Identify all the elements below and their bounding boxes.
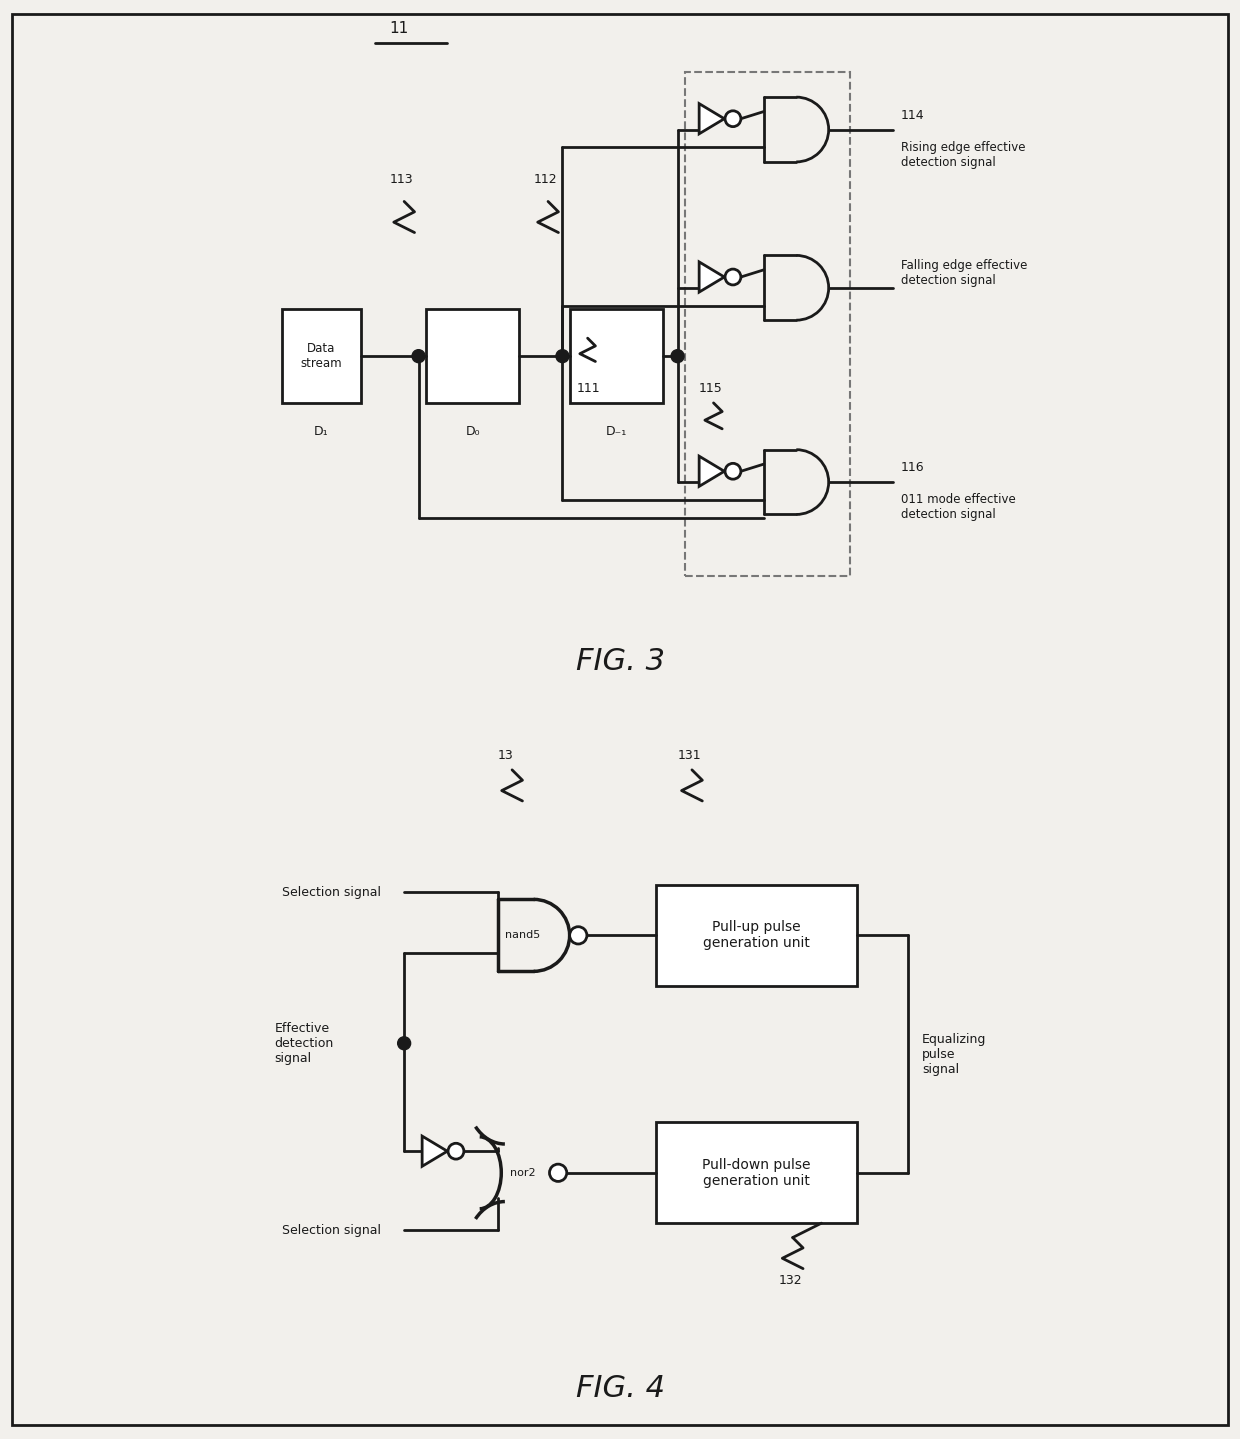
Circle shape	[556, 350, 569, 363]
Circle shape	[725, 463, 740, 479]
Text: Selection signal: Selection signal	[281, 885, 381, 899]
Polygon shape	[699, 262, 724, 292]
Text: D₀: D₀	[465, 425, 480, 439]
Text: 011 mode effective
detection signal: 011 mode effective detection signal	[900, 494, 1016, 521]
Text: 111: 111	[577, 381, 600, 396]
Text: nand5: nand5	[505, 931, 541, 940]
Text: Effective
detection
signal: Effective detection signal	[274, 1022, 334, 1065]
Circle shape	[549, 1164, 567, 1181]
Text: Data
stream: Data stream	[300, 342, 342, 370]
Polygon shape	[699, 456, 724, 486]
Circle shape	[671, 350, 684, 363]
Polygon shape	[699, 104, 724, 134]
Text: Pull-up pulse
generation unit: Pull-up pulse generation unit	[703, 921, 810, 950]
Text: Falling edge effective
detection signal: Falling edge effective detection signal	[900, 259, 1027, 288]
Circle shape	[569, 927, 587, 944]
Text: 112: 112	[533, 173, 557, 187]
Text: nor2: nor2	[510, 1168, 536, 1177]
Text: FIG. 4: FIG. 4	[575, 1374, 665, 1403]
Text: D₁: D₁	[314, 425, 329, 439]
Circle shape	[725, 269, 740, 285]
Text: 114: 114	[900, 108, 924, 122]
Circle shape	[412, 350, 425, 363]
Text: FIG. 3: FIG. 3	[575, 648, 665, 676]
Text: D₋₁: D₋₁	[606, 425, 627, 439]
Bar	[656, 885, 857, 986]
Bar	[684, 72, 851, 576]
Bar	[569, 309, 663, 403]
Bar	[281, 309, 361, 403]
Text: 11: 11	[389, 22, 409, 36]
Text: Equalizing
pulse
signal: Equalizing pulse signal	[923, 1033, 987, 1075]
Circle shape	[725, 111, 740, 127]
Text: Selection signal: Selection signal	[281, 1223, 381, 1238]
Polygon shape	[422, 1137, 448, 1166]
Circle shape	[398, 1036, 410, 1050]
Bar	[656, 1122, 857, 1223]
Text: Pull-down pulse
generation unit: Pull-down pulse generation unit	[702, 1158, 811, 1187]
Circle shape	[448, 1143, 464, 1160]
Text: 131: 131	[677, 748, 701, 763]
Text: Rising edge effective
detection signal: Rising edge effective detection signal	[900, 141, 1025, 168]
Text: 113: 113	[389, 173, 413, 187]
Text: 115: 115	[699, 381, 723, 396]
Text: 132: 132	[779, 1274, 802, 1288]
Text: 13: 13	[497, 748, 513, 763]
Bar	[425, 309, 520, 403]
Text: 116: 116	[900, 460, 924, 475]
